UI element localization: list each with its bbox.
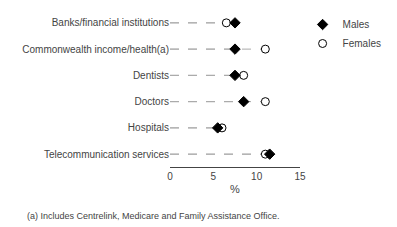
svg-text:Doctors: Doctors bbox=[135, 96, 169, 107]
svg-text:Telecommunication services: Telecommunication services bbox=[44, 149, 169, 160]
svg-text:Males: Males bbox=[343, 19, 370, 30]
svg-text:5: 5 bbox=[211, 171, 217, 182]
svg-text:0: 0 bbox=[167, 171, 173, 182]
svg-text:15: 15 bbox=[294, 171, 306, 182]
svg-text:Females: Females bbox=[343, 38, 381, 49]
svg-text:10: 10 bbox=[251, 171, 263, 182]
svg-text:Commonwealth income/health(a): Commonwealth income/health(a) bbox=[22, 44, 169, 55]
svg-text:Hospitals: Hospitals bbox=[128, 122, 169, 133]
svg-text:(a) Includes Centrelink, Medic: (a) Includes Centrelink, Medicare and Fa… bbox=[27, 211, 279, 221]
svg-text:%: % bbox=[230, 183, 240, 195]
svg-text:Dentists: Dentists bbox=[133, 70, 169, 81]
svg-text:Banks/financial institutions: Banks/financial institutions bbox=[52, 17, 169, 28]
